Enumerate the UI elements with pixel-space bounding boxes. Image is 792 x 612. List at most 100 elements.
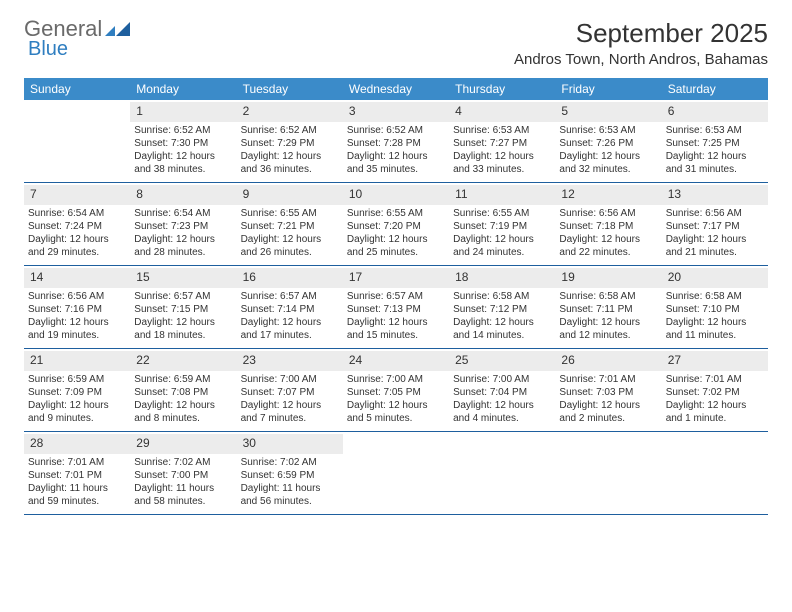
day-number: 27 bbox=[662, 351, 768, 371]
day-cell: 14Sunrise: 6:56 AMSunset: 7:16 PMDayligh… bbox=[24, 266, 130, 348]
day-cell: 17Sunrise: 6:57 AMSunset: 7:13 PMDayligh… bbox=[343, 266, 449, 348]
day-details: Sunrise: 6:55 AMSunset: 7:20 PMDaylight:… bbox=[347, 207, 445, 259]
week-row: 28Sunrise: 7:01 AMSunset: 7:01 PMDayligh… bbox=[24, 432, 768, 515]
day-cell: 20Sunrise: 6:58 AMSunset: 7:10 PMDayligh… bbox=[662, 266, 768, 348]
day-number: 18 bbox=[449, 268, 555, 288]
day-details: Sunrise: 6:52 AMSunset: 7:28 PMDaylight:… bbox=[347, 124, 445, 176]
day-cell: 23Sunrise: 7:00 AMSunset: 7:07 PMDayligh… bbox=[237, 349, 343, 431]
day-details: Sunrise: 6:52 AMSunset: 7:30 PMDaylight:… bbox=[134, 124, 232, 176]
day-number bbox=[343, 434, 449, 454]
day-number: 11 bbox=[449, 185, 555, 205]
day-cell: 30Sunrise: 7:02 AMSunset: 6:59 PMDayligh… bbox=[237, 432, 343, 514]
day-header-sat: Saturday bbox=[662, 78, 768, 100]
day-cell: 10Sunrise: 6:55 AMSunset: 7:20 PMDayligh… bbox=[343, 183, 449, 265]
logo-text-general: General bbox=[24, 18, 102, 40]
day-cell: 18Sunrise: 6:58 AMSunset: 7:12 PMDayligh… bbox=[449, 266, 555, 348]
day-number bbox=[662, 434, 768, 454]
day-details: Sunrise: 6:55 AMSunset: 7:19 PMDaylight:… bbox=[453, 207, 551, 259]
day-details: Sunrise: 6:58 AMSunset: 7:12 PMDaylight:… bbox=[453, 290, 551, 342]
day-cell: 6Sunrise: 6:53 AMSunset: 7:25 PMDaylight… bbox=[662, 100, 768, 182]
day-cell: 24Sunrise: 7:00 AMSunset: 7:05 PMDayligh… bbox=[343, 349, 449, 431]
day-cell: 28Sunrise: 7:01 AMSunset: 7:01 PMDayligh… bbox=[24, 432, 130, 514]
day-cell bbox=[449, 432, 555, 514]
day-header-fri: Friday bbox=[555, 78, 661, 100]
day-details: Sunrise: 7:00 AMSunset: 7:07 PMDaylight:… bbox=[241, 373, 339, 425]
day-cell: 13Sunrise: 6:56 AMSunset: 7:17 PMDayligh… bbox=[662, 183, 768, 265]
weeks-container: 1Sunrise: 6:52 AMSunset: 7:30 PMDaylight… bbox=[24, 100, 768, 515]
day-number: 1 bbox=[130, 102, 236, 122]
day-cell: 11Sunrise: 6:55 AMSunset: 7:19 PMDayligh… bbox=[449, 183, 555, 265]
day-details: Sunrise: 6:58 AMSunset: 7:10 PMDaylight:… bbox=[666, 290, 764, 342]
day-details: Sunrise: 7:00 AMSunset: 7:05 PMDaylight:… bbox=[347, 373, 445, 425]
day-cell: 9Sunrise: 6:55 AMSunset: 7:21 PMDaylight… bbox=[237, 183, 343, 265]
day-cell: 19Sunrise: 6:58 AMSunset: 7:11 PMDayligh… bbox=[555, 266, 661, 348]
day-details: Sunrise: 6:56 AMSunset: 7:17 PMDaylight:… bbox=[666, 207, 764, 259]
day-details: Sunrise: 6:53 AMSunset: 7:27 PMDaylight:… bbox=[453, 124, 551, 176]
day-number bbox=[24, 102, 130, 122]
day-number: 23 bbox=[237, 351, 343, 371]
page-header: General September 2025 Andros Town, Nort… bbox=[24, 18, 768, 68]
month-title: September 2025 bbox=[514, 18, 768, 49]
day-number: 2 bbox=[237, 102, 343, 122]
day-header-thu: Thursday bbox=[449, 78, 555, 100]
day-details: Sunrise: 6:57 AMSunset: 7:14 PMDaylight:… bbox=[241, 290, 339, 342]
day-header-mon: Monday bbox=[130, 78, 236, 100]
day-details: Sunrise: 6:59 AMSunset: 7:08 PMDaylight:… bbox=[134, 373, 232, 425]
day-number: 7 bbox=[24, 185, 130, 205]
day-number: 5 bbox=[555, 102, 661, 122]
day-number: 25 bbox=[449, 351, 555, 371]
day-cell: 22Sunrise: 6:59 AMSunset: 7:08 PMDayligh… bbox=[130, 349, 236, 431]
day-cell: 16Sunrise: 6:57 AMSunset: 7:14 PMDayligh… bbox=[237, 266, 343, 348]
day-details: Sunrise: 6:53 AMSunset: 7:25 PMDaylight:… bbox=[666, 124, 764, 176]
day-cell: 25Sunrise: 7:00 AMSunset: 7:04 PMDayligh… bbox=[449, 349, 555, 431]
day-details: Sunrise: 6:58 AMSunset: 7:11 PMDaylight:… bbox=[559, 290, 657, 342]
day-cell bbox=[555, 432, 661, 514]
day-cell: 3Sunrise: 6:52 AMSunset: 7:28 PMDaylight… bbox=[343, 100, 449, 182]
day-number: 8 bbox=[130, 185, 236, 205]
day-number: 16 bbox=[237, 268, 343, 288]
day-header-wed: Wednesday bbox=[343, 78, 449, 100]
day-details: Sunrise: 7:01 AMSunset: 7:03 PMDaylight:… bbox=[559, 373, 657, 425]
day-number: 9 bbox=[237, 185, 343, 205]
day-details: Sunrise: 6:55 AMSunset: 7:21 PMDaylight:… bbox=[241, 207, 339, 259]
logo-text-blue: Blue bbox=[28, 38, 68, 61]
day-number: 12 bbox=[555, 185, 661, 205]
day-header-tue: Tuesday bbox=[237, 78, 343, 100]
day-details: Sunrise: 6:54 AMSunset: 7:23 PMDaylight:… bbox=[134, 207, 232, 259]
day-cell: 29Sunrise: 7:02 AMSunset: 7:00 PMDayligh… bbox=[130, 432, 236, 514]
day-cell: 15Sunrise: 6:57 AMSunset: 7:15 PMDayligh… bbox=[130, 266, 236, 348]
day-details: Sunrise: 6:56 AMSunset: 7:16 PMDaylight:… bbox=[28, 290, 126, 342]
day-cell bbox=[662, 432, 768, 514]
day-cell: 4Sunrise: 6:53 AMSunset: 7:27 PMDaylight… bbox=[449, 100, 555, 182]
day-number: 30 bbox=[237, 434, 343, 454]
day-details: Sunrise: 7:02 AMSunset: 7:00 PMDaylight:… bbox=[134, 456, 232, 508]
week-row: 14Sunrise: 6:56 AMSunset: 7:16 PMDayligh… bbox=[24, 266, 768, 349]
day-cell: 21Sunrise: 6:59 AMSunset: 7:09 PMDayligh… bbox=[24, 349, 130, 431]
day-details: Sunrise: 7:00 AMSunset: 7:04 PMDaylight:… bbox=[453, 373, 551, 425]
day-details: Sunrise: 6:59 AMSunset: 7:09 PMDaylight:… bbox=[28, 373, 126, 425]
day-number: 15 bbox=[130, 268, 236, 288]
day-cell: 27Sunrise: 7:01 AMSunset: 7:02 PMDayligh… bbox=[662, 349, 768, 431]
day-details: Sunrise: 7:01 AMSunset: 7:02 PMDaylight:… bbox=[666, 373, 764, 425]
day-number: 24 bbox=[343, 351, 449, 371]
day-cell: 7Sunrise: 6:54 AMSunset: 7:24 PMDaylight… bbox=[24, 183, 130, 265]
day-number: 3 bbox=[343, 102, 449, 122]
day-number: 21 bbox=[24, 351, 130, 371]
day-cell: 2Sunrise: 6:52 AMSunset: 7:29 PMDaylight… bbox=[237, 100, 343, 182]
week-row: 7Sunrise: 6:54 AMSunset: 7:24 PMDaylight… bbox=[24, 183, 768, 266]
calendar: Sunday Monday Tuesday Wednesday Thursday… bbox=[24, 78, 768, 515]
day-details: Sunrise: 6:54 AMSunset: 7:24 PMDaylight:… bbox=[28, 207, 126, 259]
day-number: 29 bbox=[130, 434, 236, 454]
day-details: Sunrise: 7:02 AMSunset: 6:59 PMDaylight:… bbox=[241, 456, 339, 508]
day-cell: 5Sunrise: 6:53 AMSunset: 7:26 PMDaylight… bbox=[555, 100, 661, 182]
day-cell: 8Sunrise: 6:54 AMSunset: 7:23 PMDaylight… bbox=[130, 183, 236, 265]
logo: General bbox=[24, 18, 130, 40]
day-number bbox=[449, 434, 555, 454]
day-details: Sunrise: 6:56 AMSunset: 7:18 PMDaylight:… bbox=[559, 207, 657, 259]
day-number: 13 bbox=[662, 185, 768, 205]
day-cell bbox=[24, 100, 130, 182]
week-row: 21Sunrise: 6:59 AMSunset: 7:09 PMDayligh… bbox=[24, 349, 768, 432]
day-header-row: Sunday Monday Tuesday Wednesday Thursday… bbox=[24, 78, 768, 100]
day-number: 6 bbox=[662, 102, 768, 122]
day-number: 22 bbox=[130, 351, 236, 371]
